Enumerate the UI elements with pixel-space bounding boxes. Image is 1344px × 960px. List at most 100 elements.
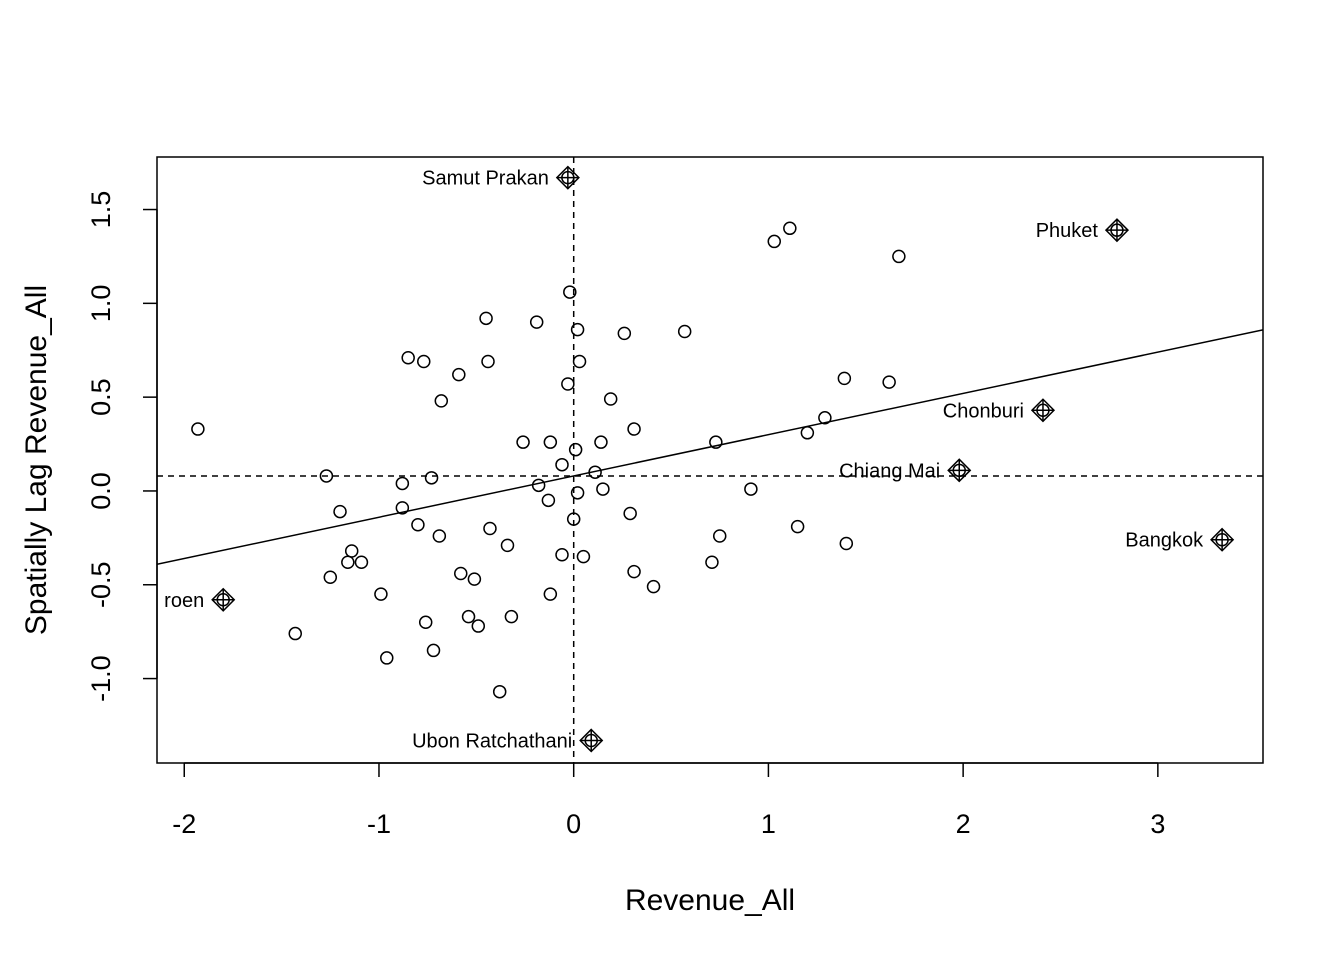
y-tick-label: -0.5: [86, 561, 116, 608]
y-tick-label: -1.0: [86, 655, 116, 702]
data-point: [432, 529, 447, 543]
influential-point: [947, 458, 972, 483]
influential-point: [211, 587, 236, 612]
data-point: [418, 615, 433, 630]
point-label: roen: [164, 590, 204, 612]
data-point: [434, 394, 449, 408]
data-point: [426, 643, 441, 658]
data-point: [531, 478, 546, 493]
data-point: [529, 315, 544, 329]
x-tick-label: 2: [956, 809, 971, 839]
data-point: [566, 512, 581, 526]
data-point: [467, 572, 482, 586]
data-point: [892, 249, 906, 264]
regression-line: [157, 329, 1263, 566]
data-point: [417, 354, 431, 369]
data-point: [374, 587, 388, 601]
influential-point: [579, 728, 604, 753]
x-axis-title: Revenue_All: [625, 884, 795, 917]
data-point: [572, 354, 587, 369]
data-point: [411, 517, 425, 532]
y-tick-label: 1.5: [86, 191, 116, 229]
point-label: Chonburi: [943, 400, 1024, 422]
data-point: [333, 504, 347, 519]
data-point: [712, 529, 727, 543]
data-point: [705, 555, 719, 570]
data-point: [341, 555, 355, 570]
plot-frame: [156, 156, 1264, 764]
data-point: [790, 519, 805, 534]
data-point: [516, 435, 530, 449]
data-point: [576, 549, 591, 564]
data-point: [323, 570, 338, 585]
data-point: [401, 350, 415, 365]
data-point: [354, 555, 369, 570]
data-point: [452, 367, 466, 382]
data-point: [783, 221, 797, 236]
data-point: [568, 442, 583, 457]
influential-point: [1104, 218, 1130, 243]
data-point: [543, 435, 558, 449]
data-point: [380, 651, 394, 665]
data-point: [555, 547, 569, 562]
data-point: [570, 486, 585, 500]
data-point: [563, 285, 577, 299]
point-label: Bangkok: [1125, 530, 1204, 552]
data-point: [479, 311, 493, 326]
data-point: [596, 482, 610, 496]
y-axis-title: Spatially Lag Revenue_All: [20, 285, 53, 635]
data-point: [603, 392, 618, 406]
x-tick-label: -1: [367, 809, 391, 839]
data-point: [500, 538, 515, 553]
x-tick-label: 3: [1150, 809, 1165, 839]
influential-point: [555, 165, 580, 190]
data-point: [424, 471, 439, 485]
data-point: [570, 322, 585, 337]
influential-point: [1030, 398, 1056, 423]
y-tick-label: 0.0: [86, 472, 116, 510]
data-point: [594, 435, 608, 449]
data-point: [623, 506, 637, 521]
data-point: [588, 465, 602, 479]
data-point: [541, 493, 556, 508]
data-point: [288, 626, 302, 641]
influential-point: [1210, 527, 1235, 552]
data-point: [191, 422, 205, 436]
data-point: [744, 482, 758, 496]
data-point: [627, 564, 641, 579]
point-label: Chiang Mai: [839, 460, 940, 482]
data-point: [839, 536, 854, 551]
data-point: [481, 354, 495, 369]
data-point: [646, 579, 661, 594]
x-tick-label: 1: [761, 809, 776, 839]
data-point: [561, 377, 575, 391]
data-point: [709, 435, 723, 449]
data-point: [882, 375, 896, 389]
x-tick-label: -2: [172, 809, 196, 839]
data-point: [395, 476, 410, 491]
data-point: [319, 469, 334, 483]
data-point: [504, 609, 519, 624]
data-point: [800, 426, 815, 440]
point-label: Phuket: [1036, 220, 1099, 242]
data-point: [492, 684, 507, 699]
y-tick-label: 1.0: [86, 285, 116, 323]
data-point: [395, 501, 410, 515]
data-point: [767, 234, 782, 249]
data-point: [627, 422, 641, 436]
data-point: [471, 619, 486, 633]
y-tick-label: 0.5: [86, 378, 116, 416]
data-point: [461, 609, 476, 624]
data-point: [344, 544, 359, 558]
data-point: [818, 411, 832, 425]
point-label: Samut Prakan: [422, 168, 549, 190]
data-point: [483, 521, 497, 536]
data-point: [555, 457, 569, 472]
data-point: [454, 566, 468, 581]
point-label: Ubon Ratchathani: [412, 730, 572, 752]
x-tick-label: 0: [566, 809, 581, 839]
data-point: [617, 326, 632, 341]
data-point: [837, 371, 852, 386]
data-point: [677, 324, 692, 339]
